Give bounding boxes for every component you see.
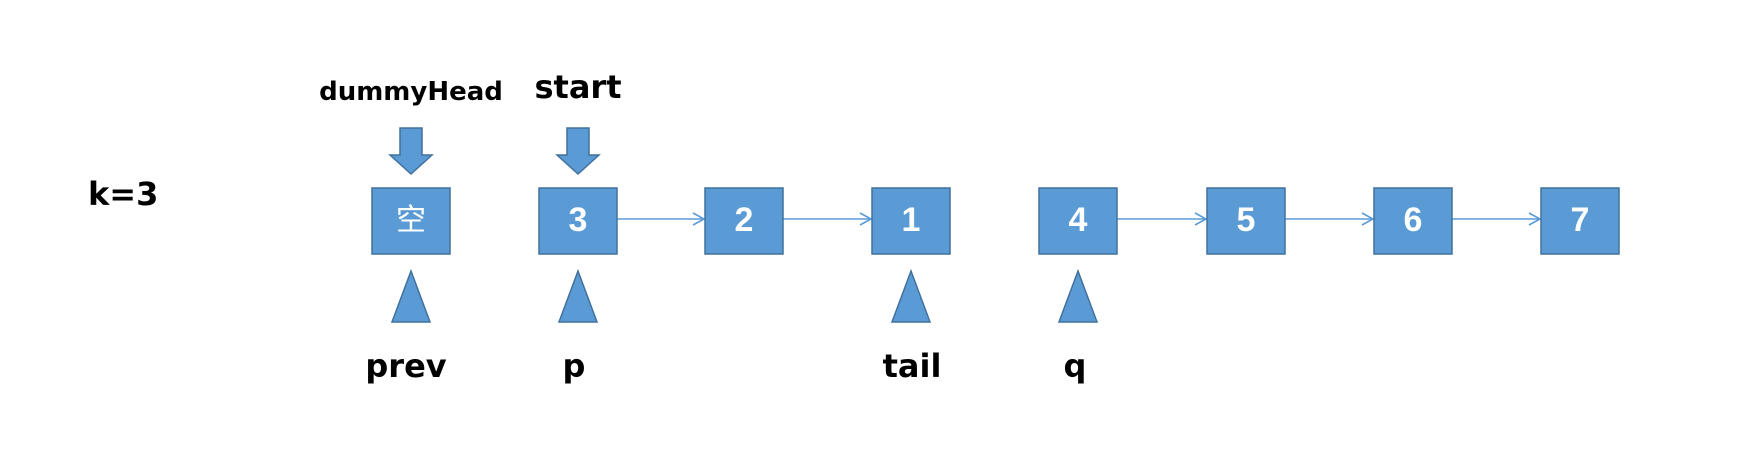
pointer-label: q <box>1064 347 1087 385</box>
nodes-layer: 空 3 2 1 4 5 6 7 <box>371 187 1620 255</box>
pointer-label: prev <box>365 347 446 385</box>
pointer-prev: prev <box>365 268 447 385</box>
node-label: 3 <box>569 201 588 239</box>
pointer-label: start <box>534 68 621 106</box>
node-label: 4 <box>1069 201 1088 239</box>
node-box <box>538 187 618 255</box>
node-n5: 5 <box>1206 187 1286 255</box>
pointer-label: tail <box>883 347 942 385</box>
node-label: 5 <box>1237 201 1256 239</box>
node-box <box>704 187 784 255</box>
node-n2: 2 <box>704 187 784 255</box>
node-label: 7 <box>1571 201 1590 239</box>
down-arrow-icon <box>388 127 434 176</box>
node-box <box>371 187 451 255</box>
pointer-label: p <box>563 347 586 385</box>
node-n7: 7 <box>1540 187 1620 255</box>
node-box <box>1373 187 1453 255</box>
node-box <box>1540 187 1620 255</box>
node-n4: 4 <box>1038 187 1118 255</box>
node-n3: 3 <box>538 187 618 255</box>
node-box <box>1038 187 1118 255</box>
pointer-q: q <box>1057 268 1099 385</box>
node-label: 2 <box>735 201 754 239</box>
node-label: 空 <box>396 203 426 238</box>
up-triangle-icon <box>1057 268 1099 323</box>
pointer-dummyHead: dummyHead <box>319 77 503 176</box>
down-arrow-icon <box>555 127 601 176</box>
k-label: k=3 <box>88 175 158 213</box>
node-box <box>1206 187 1286 255</box>
pointer-label: dummyHead <box>319 77 503 107</box>
up-triangle-icon <box>390 268 432 323</box>
up-triangle-icon <box>890 268 932 323</box>
pointer-tail: tail <box>883 268 942 385</box>
node-label: 6 <box>1404 201 1423 239</box>
pointer-start: start <box>534 68 622 176</box>
node-n6: 6 <box>1373 187 1453 255</box>
pointer-p: p <box>557 268 599 385</box>
node-label: 1 <box>902 201 921 239</box>
node-dummy: 空 <box>371 187 451 255</box>
node-box <box>871 187 951 255</box>
up-triangle-icon <box>557 268 599 323</box>
node-n1: 1 <box>871 187 951 255</box>
pointers-layer: dummyHead start prev p tail q <box>319 68 1099 385</box>
